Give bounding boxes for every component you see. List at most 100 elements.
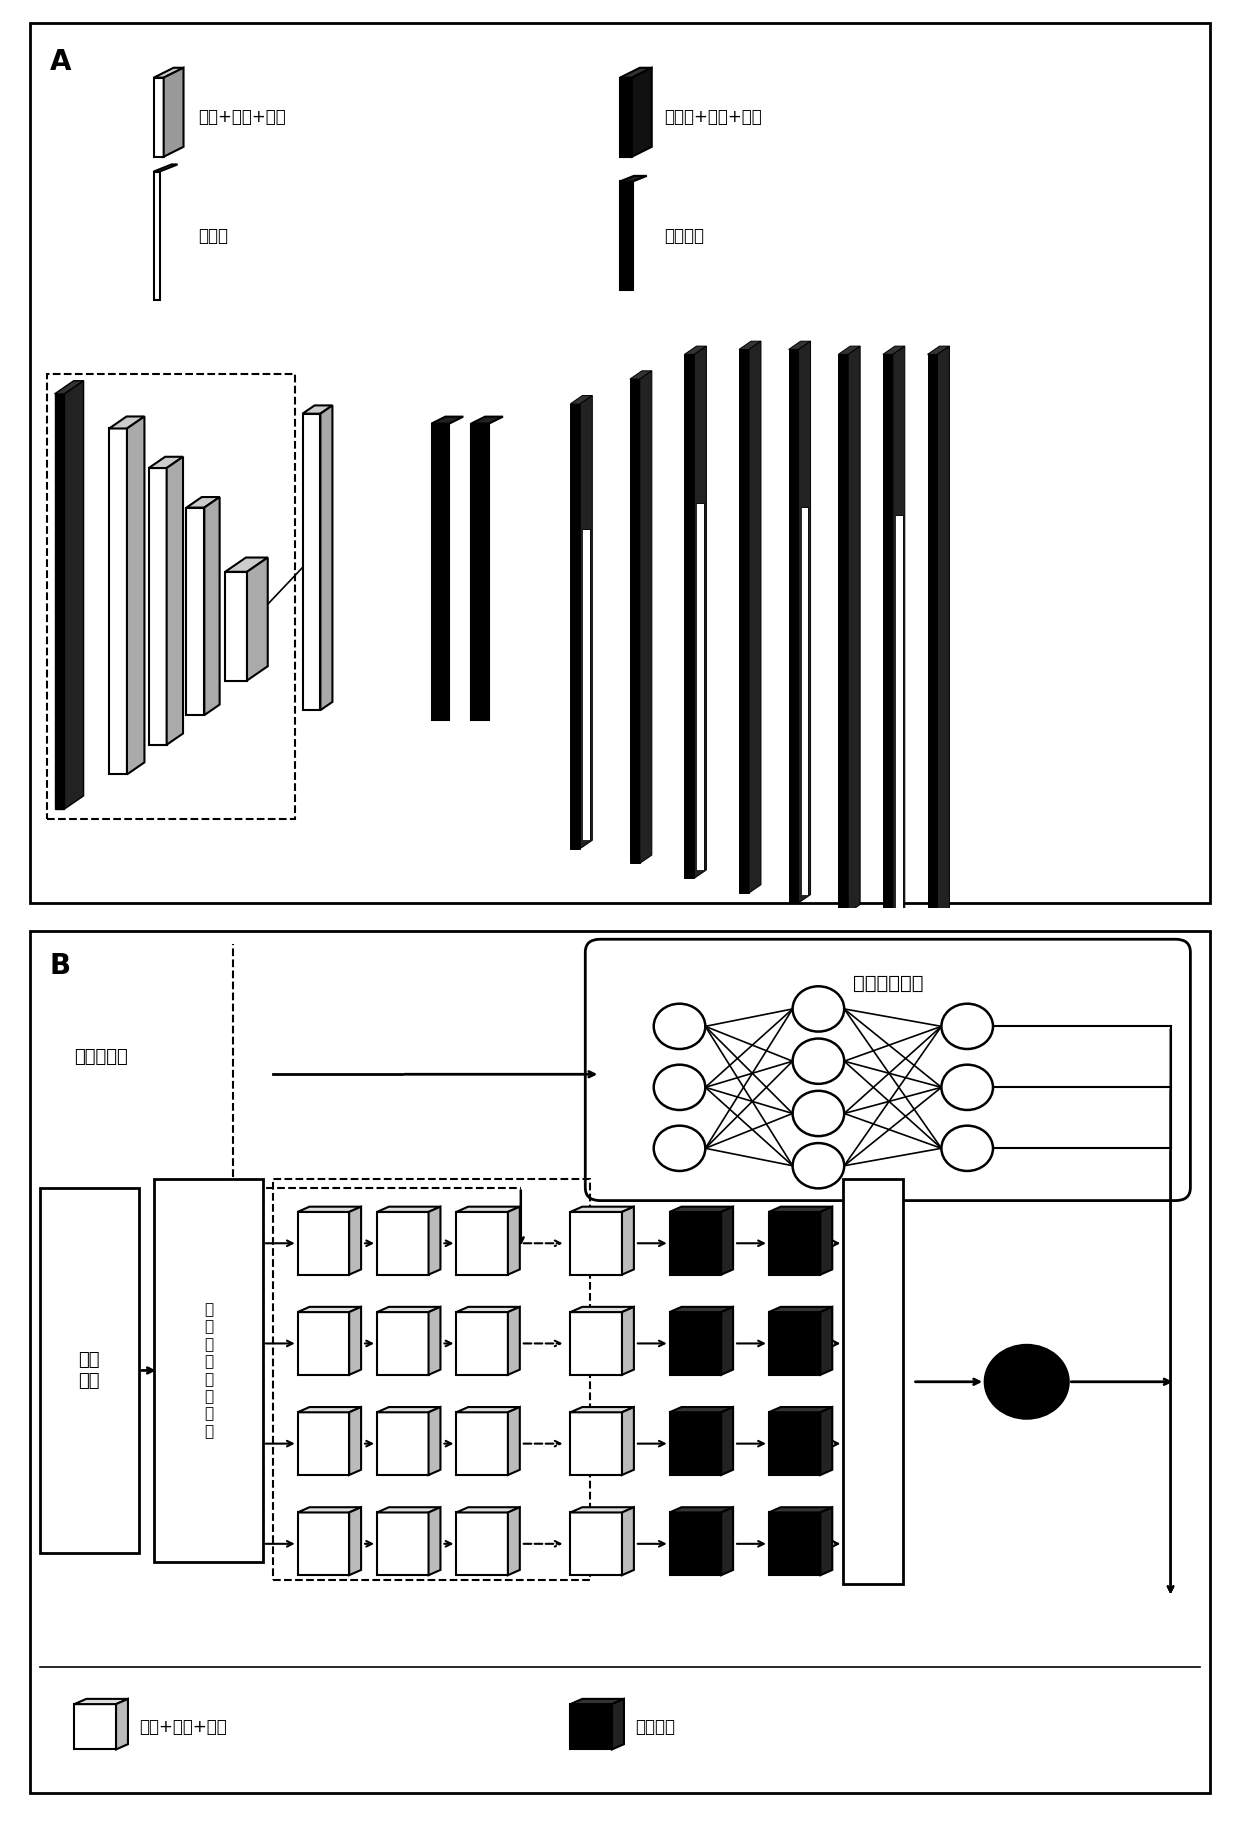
Polygon shape [580, 396, 593, 849]
Polygon shape [508, 1508, 520, 1575]
Text: 全连接层: 全连接层 [635, 1718, 675, 1735]
Text: 多
尺
度
脑
功
能
网
络: 多 尺 度 脑 功 能 网 络 [203, 1302, 213, 1440]
Polygon shape [789, 341, 811, 350]
Polygon shape [684, 347, 707, 354]
Polygon shape [620, 176, 647, 182]
Bar [456, 1212, 508, 1275]
Polygon shape [149, 457, 184, 468]
Polygon shape [298, 1508, 361, 1513]
Polygon shape [247, 558, 268, 680]
FancyBboxPatch shape [585, 939, 1190, 1201]
Polygon shape [55, 381, 83, 394]
Polygon shape [769, 1407, 832, 1412]
Polygon shape [154, 172, 160, 301]
Polygon shape [205, 497, 219, 715]
Circle shape [792, 1038, 844, 1084]
Text: 脑电
信号: 脑电 信号 [78, 1352, 100, 1390]
Polygon shape [350, 1207, 361, 1275]
Bar [670, 1412, 722, 1475]
Text: 卷积+激励+池化: 卷积+激励+池化 [139, 1718, 227, 1735]
Polygon shape [722, 1207, 733, 1275]
Polygon shape [298, 1308, 361, 1311]
Polygon shape [670, 1407, 733, 1412]
Polygon shape [821, 1308, 832, 1376]
Polygon shape [670, 1508, 733, 1513]
Polygon shape [799, 341, 811, 902]
Bar [570, 1704, 613, 1750]
Bar [769, 1513, 821, 1575]
Polygon shape [630, 380, 640, 864]
Polygon shape [632, 68, 652, 156]
Polygon shape [570, 1407, 634, 1412]
Bar [570, 1212, 622, 1275]
Bar [570, 1412, 622, 1475]
Polygon shape [432, 424, 449, 721]
Polygon shape [456, 1508, 520, 1513]
Polygon shape [883, 347, 905, 354]
Polygon shape [570, 403, 580, 849]
Bar [670, 1311, 722, 1376]
Polygon shape [937, 347, 950, 923]
Polygon shape [109, 429, 126, 774]
Polygon shape [64, 381, 83, 809]
Polygon shape [622, 1308, 634, 1376]
Text: 上采样+卷积+激励: 上采样+卷积+激励 [665, 108, 763, 127]
Polygon shape [620, 77, 632, 156]
Polygon shape [739, 341, 761, 350]
Polygon shape [55, 394, 64, 809]
Bar [40, 1188, 139, 1553]
Circle shape [653, 1066, 706, 1110]
Polygon shape [164, 68, 184, 156]
Bar [456, 1513, 508, 1575]
Polygon shape [769, 1207, 832, 1212]
Circle shape [941, 1003, 993, 1049]
Bar [74, 1704, 117, 1750]
Polygon shape [821, 1508, 832, 1575]
Polygon shape [350, 1407, 361, 1475]
Polygon shape [570, 1308, 634, 1311]
Polygon shape [821, 1407, 832, 1475]
Bar [377, 1412, 429, 1475]
Circle shape [653, 1003, 706, 1049]
Polygon shape [377, 1207, 440, 1212]
Polygon shape [620, 68, 652, 77]
Bar [273, 1179, 590, 1579]
Polygon shape [622, 1207, 634, 1275]
Polygon shape [613, 1698, 624, 1750]
Polygon shape [893, 347, 905, 917]
Polygon shape [186, 508, 205, 715]
Bar [843, 1179, 903, 1585]
Bar [377, 1513, 429, 1575]
Polygon shape [749, 341, 761, 893]
Polygon shape [620, 182, 632, 290]
Polygon shape [298, 1207, 361, 1212]
Polygon shape [432, 416, 464, 424]
Polygon shape [149, 468, 166, 745]
Polygon shape [166, 457, 184, 745]
Circle shape [792, 987, 844, 1031]
Polygon shape [350, 1508, 361, 1575]
Polygon shape [838, 347, 861, 354]
Polygon shape [154, 68, 184, 77]
Bar [298, 1311, 350, 1376]
Polygon shape [838, 354, 848, 913]
Bar [456, 1311, 508, 1376]
Polygon shape [722, 1308, 733, 1376]
Text: A: A [50, 48, 71, 75]
Circle shape [653, 1126, 706, 1170]
Bar [570, 1513, 622, 1575]
Text: 模糊门控单元: 模糊门控单元 [853, 974, 923, 992]
Polygon shape [126, 416, 144, 774]
Circle shape [985, 1344, 1069, 1418]
Polygon shape [377, 1308, 440, 1311]
Polygon shape [471, 416, 503, 424]
Polygon shape [630, 370, 652, 380]
Bar [298, 1513, 350, 1575]
Polygon shape [848, 347, 861, 913]
Circle shape [941, 1066, 993, 1110]
Bar [670, 1212, 722, 1275]
Polygon shape [109, 416, 144, 429]
Polygon shape [570, 396, 593, 403]
Polygon shape [456, 1407, 520, 1412]
Polygon shape [622, 1508, 634, 1575]
